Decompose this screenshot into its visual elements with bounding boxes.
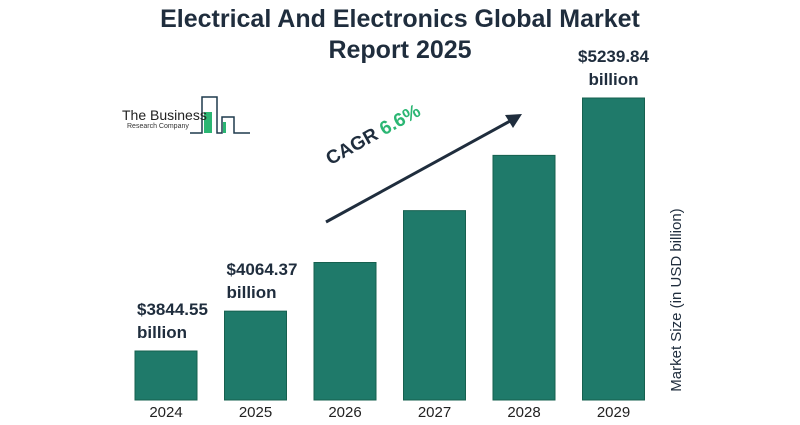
x-tick-label: 2024 bbox=[149, 404, 183, 421]
data-label-2029: $5239.84 billion bbox=[578, 47, 649, 89]
x-tick-label: 2025 bbox=[238, 404, 273, 421]
data-label-2024: $3844.55 billion bbox=[137, 300, 208, 342]
logo: The Business Research Company bbox=[110, 95, 255, 137]
cagr-arrow-head bbox=[505, 114, 522, 128]
data-label-2025: $4064.37 billion bbox=[226, 260, 298, 303]
chart-title: Electrical And Electronics Global Market… bbox=[160, 5, 640, 64]
x-tick-label: 2028 bbox=[507, 404, 541, 421]
y-axis-label: Market Size (in USD billion) bbox=[668, 208, 685, 392]
logo-subtitle: Research Company bbox=[127, 123, 189, 130]
bar-2024 bbox=[134, 350, 198, 401]
cagr-arrow-line bbox=[325, 118, 513, 224]
logo-name: The Business bbox=[122, 107, 207, 123]
x-tick-label: 2027 bbox=[417, 404, 452, 421]
logo-graphic bbox=[190, 96, 250, 134]
bar-2025 bbox=[224, 310, 287, 401]
bar-2027 bbox=[403, 210, 466, 401]
bar-2029 bbox=[582, 97, 645, 401]
bar-2026 bbox=[313, 262, 377, 401]
bar-2028 bbox=[492, 154, 556, 401]
x-tick-label: 2026 bbox=[328, 404, 362, 421]
x-tick-label: 2029 bbox=[596, 404, 631, 421]
